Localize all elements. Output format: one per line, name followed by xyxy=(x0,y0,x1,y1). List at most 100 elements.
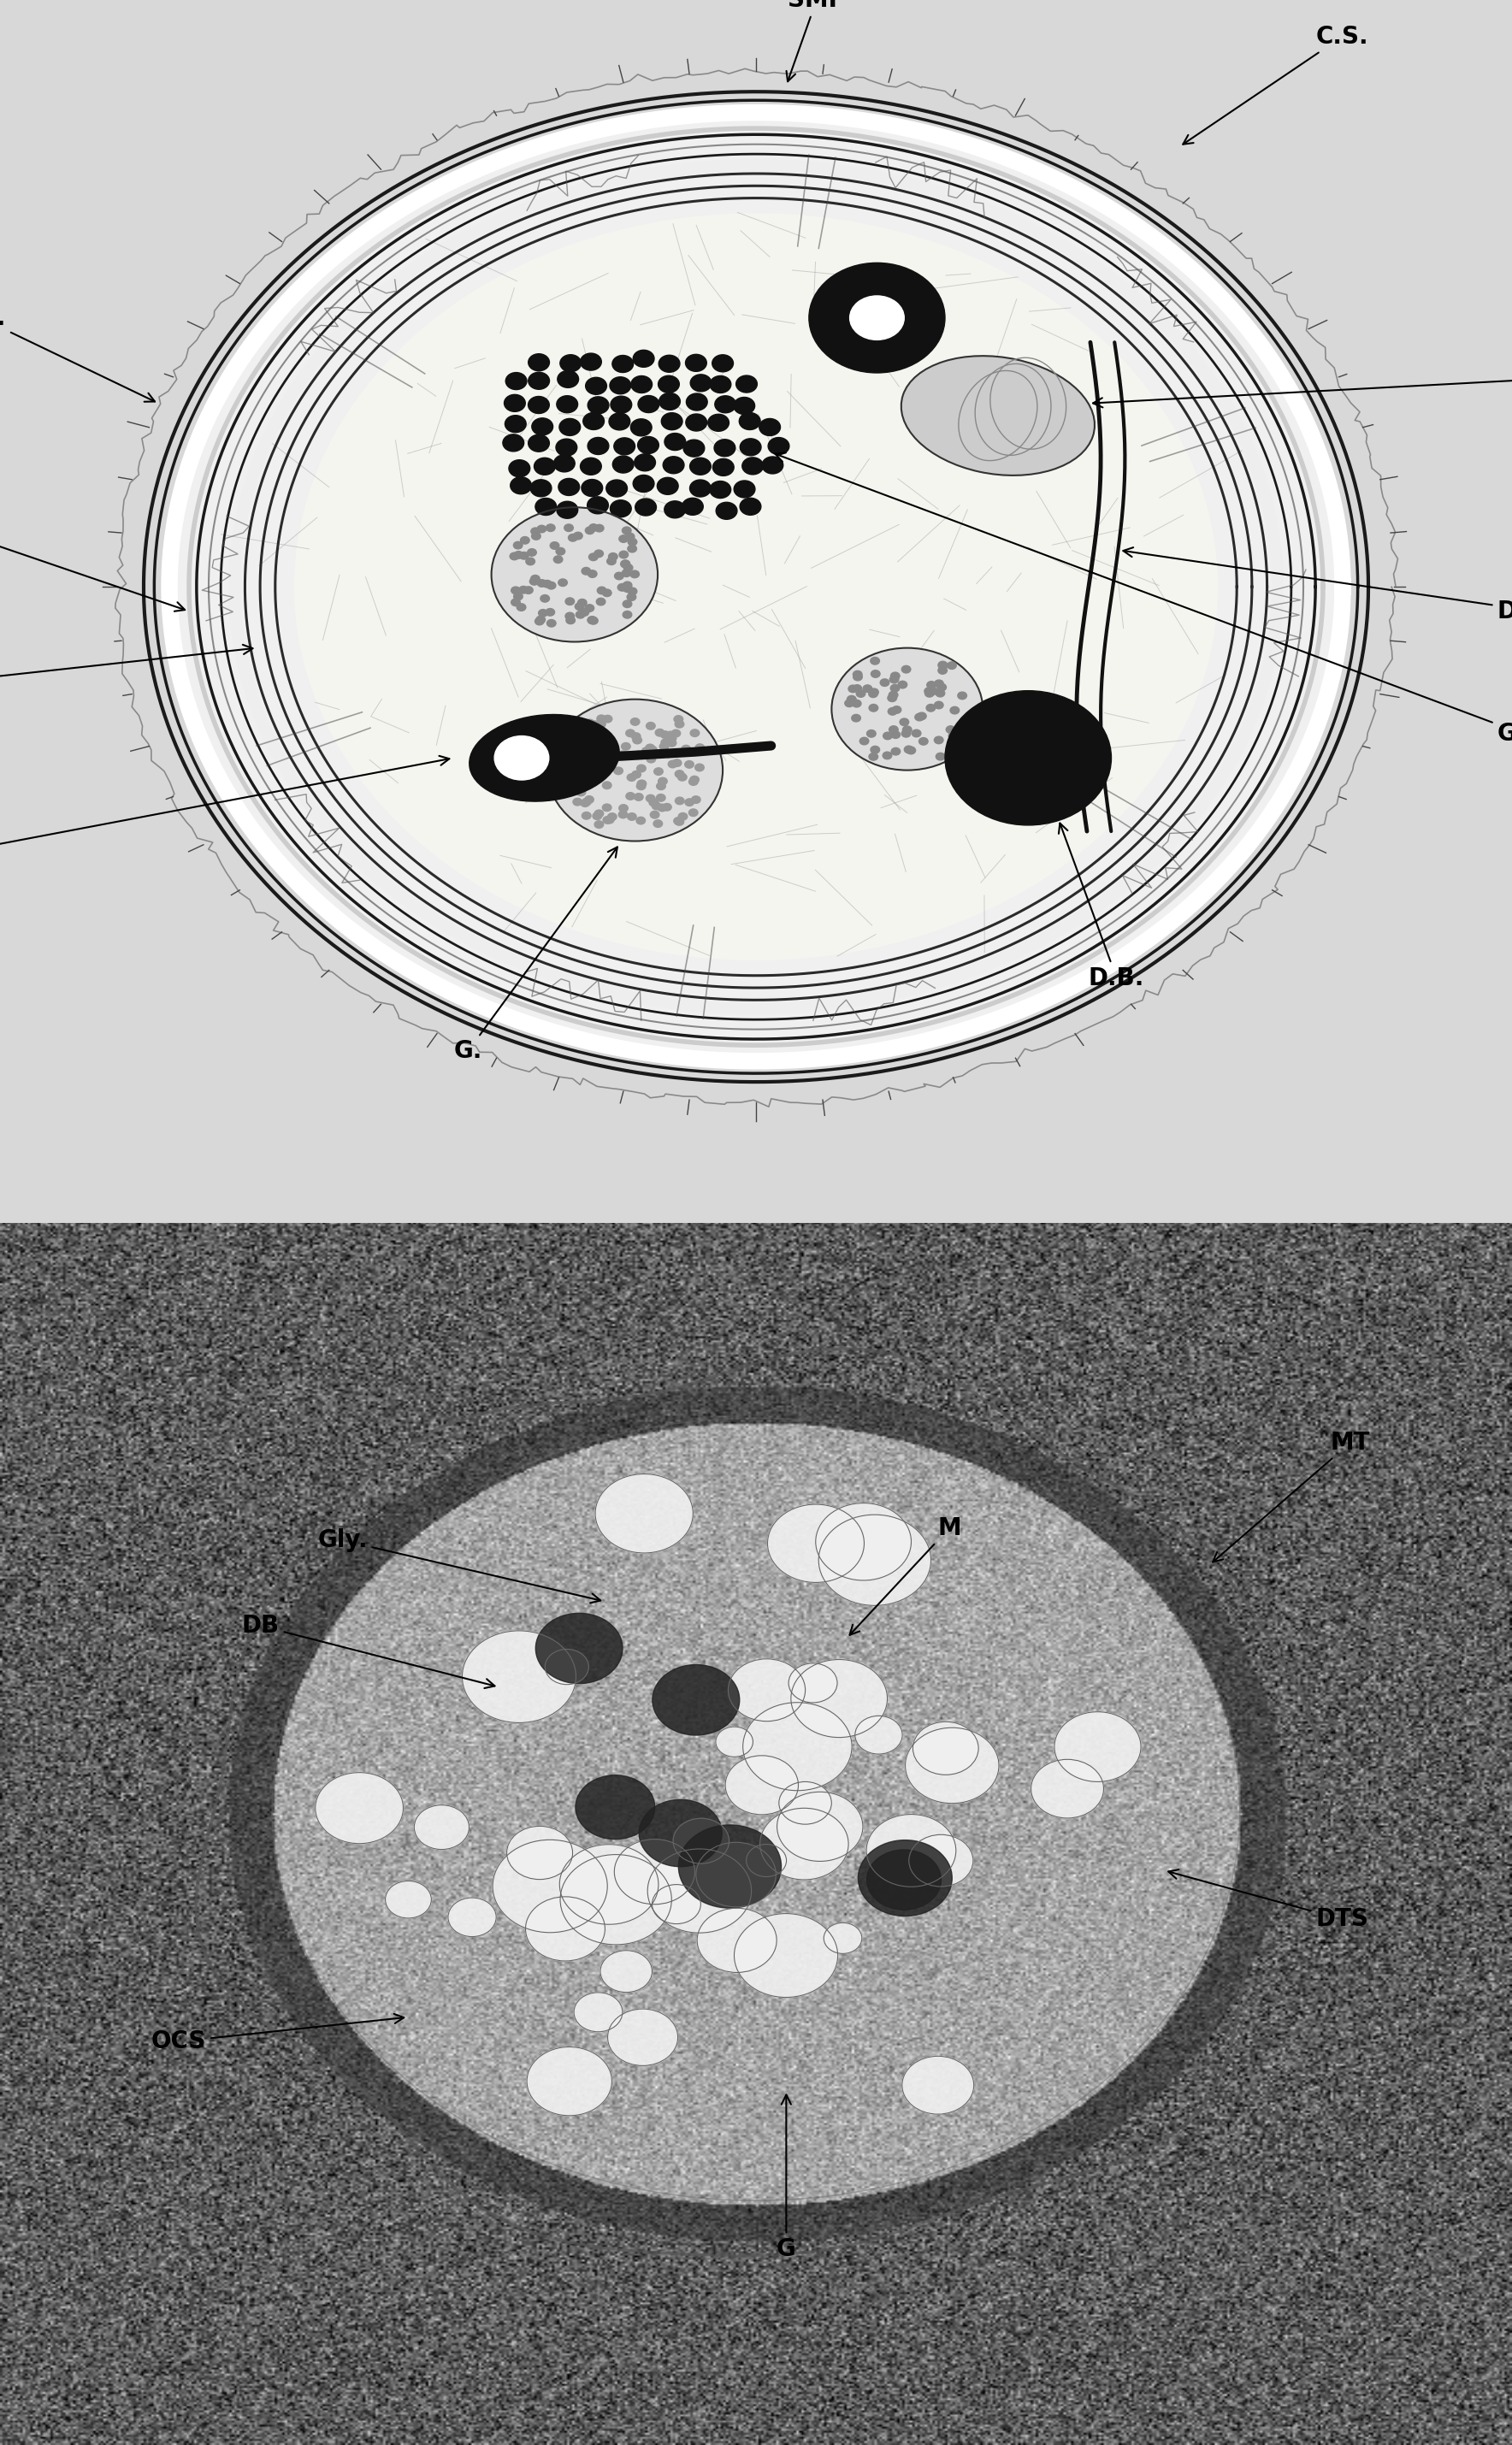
Circle shape xyxy=(715,1726,753,1758)
Circle shape xyxy=(851,714,860,721)
Circle shape xyxy=(658,477,679,494)
Circle shape xyxy=(584,413,605,430)
Circle shape xyxy=(608,553,617,560)
Circle shape xyxy=(889,726,898,734)
Circle shape xyxy=(581,352,602,369)
Circle shape xyxy=(510,553,519,560)
Circle shape xyxy=(848,685,857,692)
Circle shape xyxy=(559,1844,658,1924)
Circle shape xyxy=(712,460,733,477)
Circle shape xyxy=(689,809,699,817)
Circle shape xyxy=(531,575,540,582)
Circle shape xyxy=(606,479,627,496)
Circle shape xyxy=(546,609,555,616)
Text: C.S.: C.S. xyxy=(1182,24,1368,144)
Circle shape xyxy=(759,418,780,435)
Circle shape xyxy=(934,736,943,743)
Circle shape xyxy=(696,743,705,751)
Circle shape xyxy=(510,460,531,477)
Circle shape xyxy=(832,648,983,770)
Circle shape xyxy=(618,804,627,812)
Circle shape xyxy=(594,526,603,533)
Circle shape xyxy=(614,438,635,455)
Circle shape xyxy=(573,533,582,540)
Circle shape xyxy=(588,616,597,623)
Circle shape xyxy=(553,555,562,562)
Ellipse shape xyxy=(469,714,620,802)
Circle shape xyxy=(889,675,898,682)
Text: D.B.: D.B. xyxy=(1058,824,1145,990)
Circle shape xyxy=(673,1819,729,1863)
Circle shape xyxy=(809,264,945,372)
Circle shape xyxy=(623,584,632,592)
Circle shape xyxy=(662,457,683,474)
Circle shape xyxy=(584,770,593,778)
Circle shape xyxy=(637,817,646,824)
Circle shape xyxy=(528,396,549,413)
Circle shape xyxy=(556,438,578,455)
Circle shape xyxy=(679,1824,782,1907)
Circle shape xyxy=(414,1804,469,1848)
Circle shape xyxy=(585,719,594,726)
Text: C.M.: C.M. xyxy=(0,513,184,611)
Circle shape xyxy=(697,1907,777,1973)
Circle shape xyxy=(685,760,694,768)
Circle shape xyxy=(584,753,593,760)
Circle shape xyxy=(608,2010,677,2066)
Circle shape xyxy=(637,765,646,773)
Circle shape xyxy=(903,2056,974,2115)
Circle shape xyxy=(652,802,661,809)
Circle shape xyxy=(626,533,635,540)
Circle shape xyxy=(671,729,680,736)
Circle shape xyxy=(584,756,593,763)
Circle shape xyxy=(588,778,597,785)
Circle shape xyxy=(646,721,655,729)
Circle shape xyxy=(853,670,862,677)
Circle shape xyxy=(665,731,674,738)
Circle shape xyxy=(691,797,700,804)
Circle shape xyxy=(529,577,538,584)
Circle shape xyxy=(901,665,910,672)
Circle shape xyxy=(691,374,712,391)
Circle shape xyxy=(585,526,594,533)
Text: G: G xyxy=(777,2095,795,2262)
Circle shape xyxy=(547,699,723,841)
Circle shape xyxy=(528,548,537,555)
Circle shape xyxy=(883,731,892,738)
Circle shape xyxy=(659,355,680,372)
Circle shape xyxy=(937,660,947,667)
Circle shape xyxy=(674,770,683,778)
Circle shape xyxy=(559,418,581,435)
Circle shape xyxy=(576,790,585,797)
Circle shape xyxy=(892,707,901,714)
Circle shape xyxy=(603,716,612,724)
Circle shape xyxy=(768,438,789,455)
Circle shape xyxy=(561,1856,671,1944)
Circle shape xyxy=(726,1756,798,1814)
Circle shape xyxy=(709,377,730,394)
Circle shape xyxy=(689,457,711,474)
Circle shape xyxy=(948,731,957,738)
Circle shape xyxy=(558,479,579,496)
Circle shape xyxy=(553,455,575,472)
Circle shape xyxy=(585,604,594,611)
Circle shape xyxy=(637,782,646,790)
Circle shape xyxy=(853,672,862,680)
Circle shape xyxy=(674,817,683,824)
Text: M.T.: M.T. xyxy=(0,645,253,697)
Circle shape xyxy=(511,587,520,594)
Circle shape xyxy=(924,687,933,694)
Circle shape xyxy=(860,738,869,746)
Circle shape xyxy=(621,560,631,567)
Circle shape xyxy=(791,1660,888,1738)
Circle shape xyxy=(631,418,652,435)
Circle shape xyxy=(891,685,900,692)
Circle shape xyxy=(652,1665,739,1736)
Circle shape xyxy=(627,538,637,545)
Circle shape xyxy=(742,457,764,474)
Circle shape xyxy=(679,812,688,819)
Circle shape xyxy=(656,795,665,802)
Circle shape xyxy=(635,499,656,516)
Circle shape xyxy=(739,413,761,430)
Circle shape xyxy=(588,396,609,413)
